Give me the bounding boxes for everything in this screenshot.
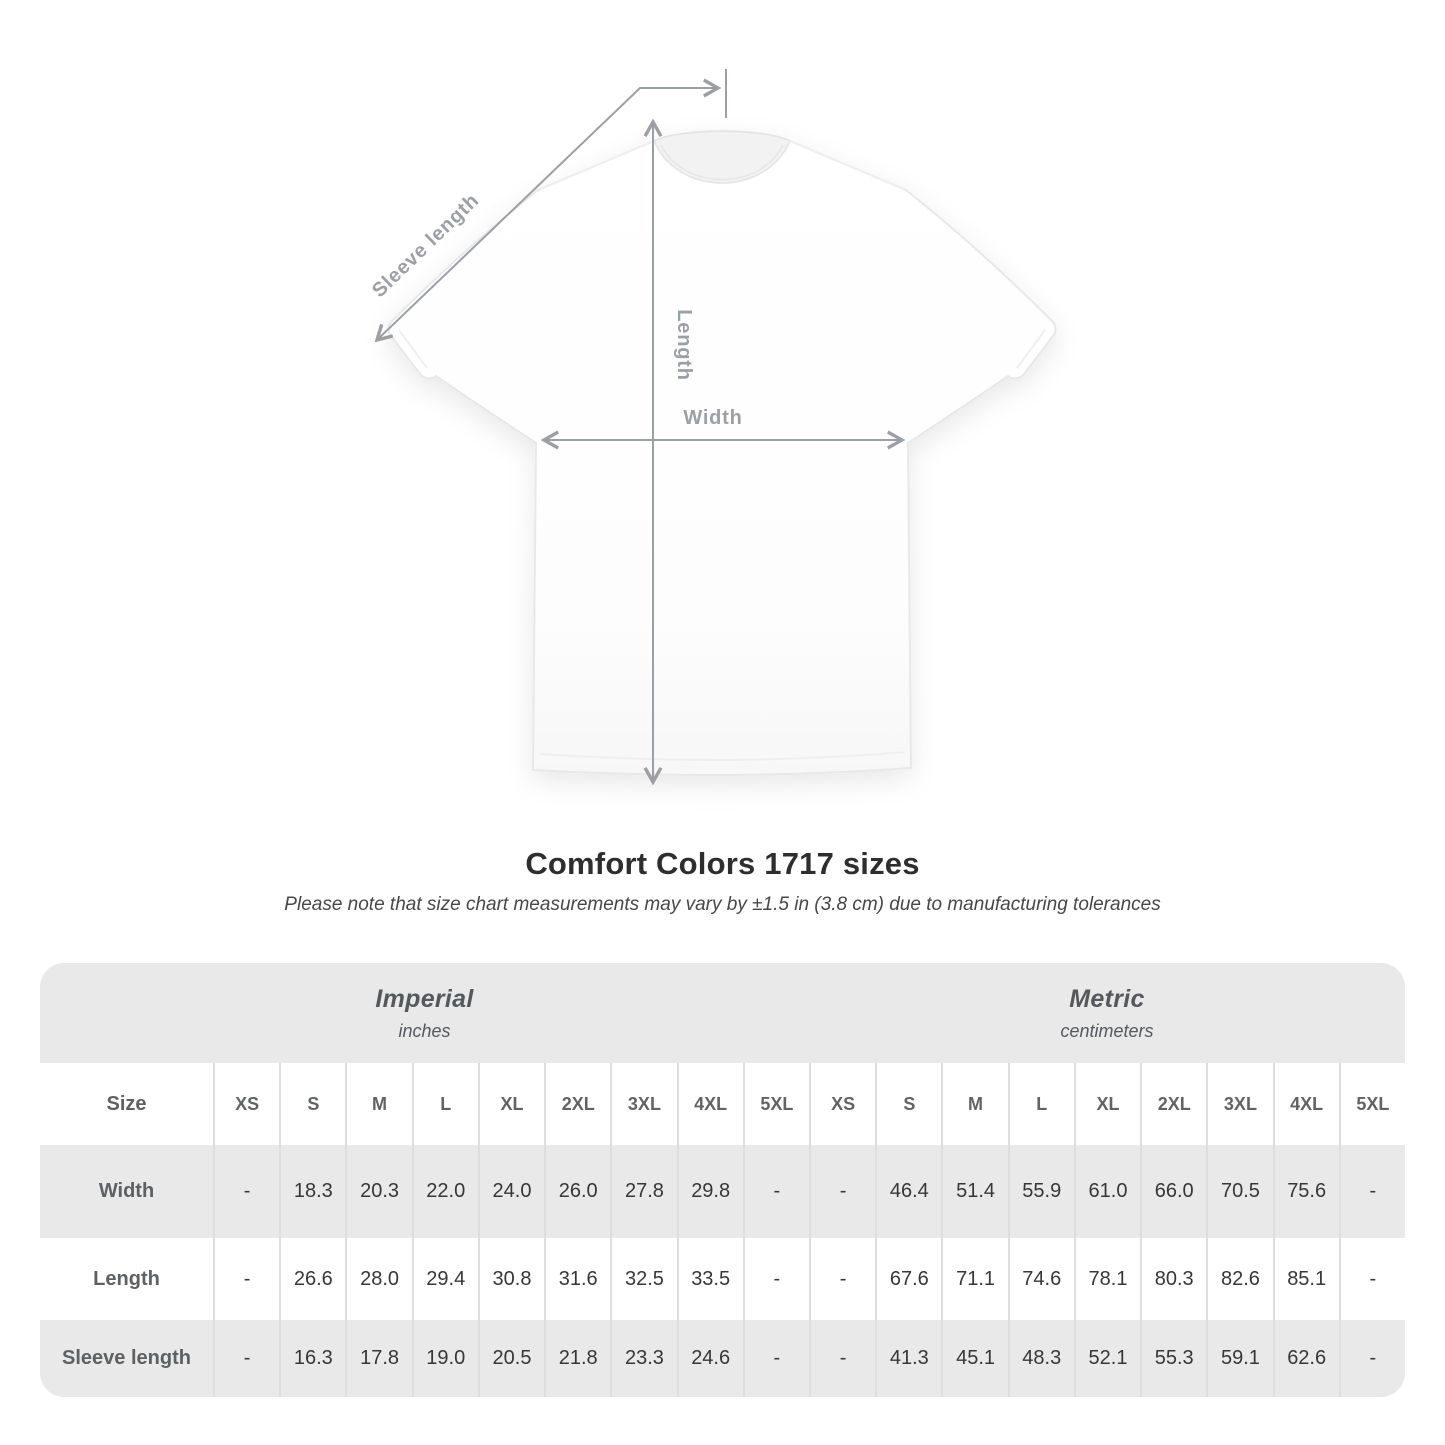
size-header-cell: L — [411, 1063, 478, 1145]
value-cell: - — [1338, 1320, 1405, 1397]
value-cell: 85.1 — [1272, 1238, 1339, 1320]
size-header-cell: 3XL — [1206, 1063, 1273, 1145]
value-cell: 78.1 — [1073, 1238, 1141, 1320]
t-shirt-shoulder-seam-right — [789, 140, 904, 190]
tolerance-note: Please note that size chart measurements… — [284, 894, 1161, 915]
size-header-cell: 2XL — [544, 1063, 611, 1145]
value-cell: 20.5 — [477, 1320, 545, 1397]
value-cell: 66.0 — [1140, 1145, 1207, 1238]
row-label: Length — [40, 1238, 213, 1320]
value-cell: 59.1 — [1206, 1320, 1273, 1397]
value-cell: 23.3 — [610, 1320, 677, 1397]
value-cell: 33.5 — [676, 1238, 743, 1320]
value-cell: - — [742, 1320, 809, 1397]
value-cell: - — [808, 1145, 876, 1238]
value-cell: 16.3 — [279, 1320, 346, 1397]
value-cell: 21.8 — [544, 1320, 611, 1397]
value-cell: 62.6 — [1272, 1320, 1339, 1397]
value-cell: 20.3 — [345, 1145, 412, 1238]
size-header-cell: XL — [477, 1063, 545, 1145]
imperial-unit: inches — [398, 1020, 451, 1041]
size-header-cell: XS — [808, 1063, 876, 1145]
value-cell: 55.3 — [1140, 1320, 1207, 1397]
value-cell: 26.0 — [544, 1145, 611, 1238]
size-header-cell: M — [345, 1063, 412, 1145]
value-cell: 31.6 — [544, 1238, 611, 1320]
value-cell: 82.6 — [1206, 1238, 1273, 1320]
t-shirt-illustration — [387, 130, 1057, 777]
value-cell: 52.1 — [1073, 1320, 1141, 1397]
row-label: Sleeve length — [40, 1320, 213, 1397]
size-header-cell: S — [279, 1063, 346, 1145]
title-block: Comfort Colors 1717 sizes Please note th… — [0, 846, 1445, 916]
size-header-label: Size — [40, 1063, 213, 1145]
value-cell: 48.3 — [1007, 1320, 1074, 1397]
value-cell: - — [1338, 1145, 1405, 1238]
value-cell: 75.6 — [1272, 1145, 1339, 1238]
size-header-cell: 3XL — [610, 1063, 677, 1145]
size-header-cell: 4XL — [676, 1063, 743, 1145]
value-cell: 71.1 — [941, 1238, 1008, 1320]
value-cell: 41.3 — [875, 1320, 942, 1397]
value-cell: 28.0 — [345, 1238, 412, 1320]
imperial-label: Imperial — [375, 984, 474, 1013]
value-cell: 67.6 — [875, 1238, 942, 1320]
value-cell: 70.5 — [1206, 1145, 1273, 1238]
value-cell: - — [742, 1238, 809, 1320]
value-cell: 29.4 — [411, 1238, 478, 1320]
t-shirt-cuff-stitch-right — [1016, 329, 1046, 369]
value-cell: 29.8 — [676, 1145, 743, 1238]
value-cell: - — [213, 1145, 280, 1238]
value-cell: 18.3 — [279, 1145, 346, 1238]
size-header-cell: 5XL — [742, 1063, 809, 1145]
metric-header: Metric centimeters — [808, 963, 1405, 1063]
size-header-cell: 2XL — [1140, 1063, 1207, 1145]
value-cell: 22.0 — [411, 1145, 478, 1238]
row-label: Width — [40, 1145, 213, 1238]
size-header-cell: 4XL — [1272, 1063, 1339, 1145]
value-cell: 32.5 — [610, 1238, 677, 1320]
sleeve-length-arrow — [377, 88, 718, 340]
length-label: Length — [673, 309, 695, 380]
size-header-cell: XS — [213, 1063, 280, 1145]
width-label: Width — [683, 407, 742, 429]
value-cell: 24.6 — [676, 1320, 743, 1397]
metric-unit: centimeters — [1060, 1020, 1154, 1041]
size-header-cell: 5XL — [1338, 1063, 1405, 1145]
metric-label: Metric — [1069, 984, 1145, 1013]
value-cell: 55.9 — [1007, 1145, 1074, 1238]
t-shirt-hem-stitch — [539, 751, 906, 761]
value-cell: - — [742, 1145, 809, 1238]
value-cell: - — [808, 1238, 876, 1320]
size-header-cell: S — [875, 1063, 942, 1145]
value-cell: 27.8 — [610, 1145, 677, 1238]
value-cell: 51.4 — [941, 1145, 1008, 1238]
size-table: Imperial inches Metric centimeters Size … — [40, 963, 1405, 1397]
t-shirt-diagram: Sleeve length Length Width — [368, 69, 1057, 845]
value-cell: - — [213, 1238, 280, 1320]
t-shirt-body — [387, 130, 1057, 777]
imperial-header: Imperial inches — [40, 963, 809, 1063]
size-header-cell: L — [1007, 1063, 1074, 1145]
value-cell: 46.4 — [875, 1145, 942, 1238]
value-cell: 24.0 — [477, 1145, 545, 1238]
size-header-cell: M — [941, 1063, 1008, 1145]
value-cell: - — [213, 1320, 280, 1397]
value-cell: 45.1 — [941, 1320, 1008, 1397]
value-cell: 19.0 — [411, 1320, 478, 1397]
value-cell: - — [1338, 1238, 1405, 1320]
value-cell: 17.8 — [345, 1320, 412, 1397]
value-cell: 26.6 — [279, 1238, 346, 1320]
size-header-cell: XL — [1073, 1063, 1141, 1145]
value-cell: 30.8 — [477, 1238, 545, 1320]
value-cell: - — [808, 1320, 876, 1397]
value-cell: 74.6 — [1007, 1238, 1074, 1320]
value-cell: 61.0 — [1073, 1145, 1141, 1238]
page-title: Comfort Colors 1717 sizes — [525, 846, 920, 881]
value-cell: 80.3 — [1140, 1238, 1207, 1320]
